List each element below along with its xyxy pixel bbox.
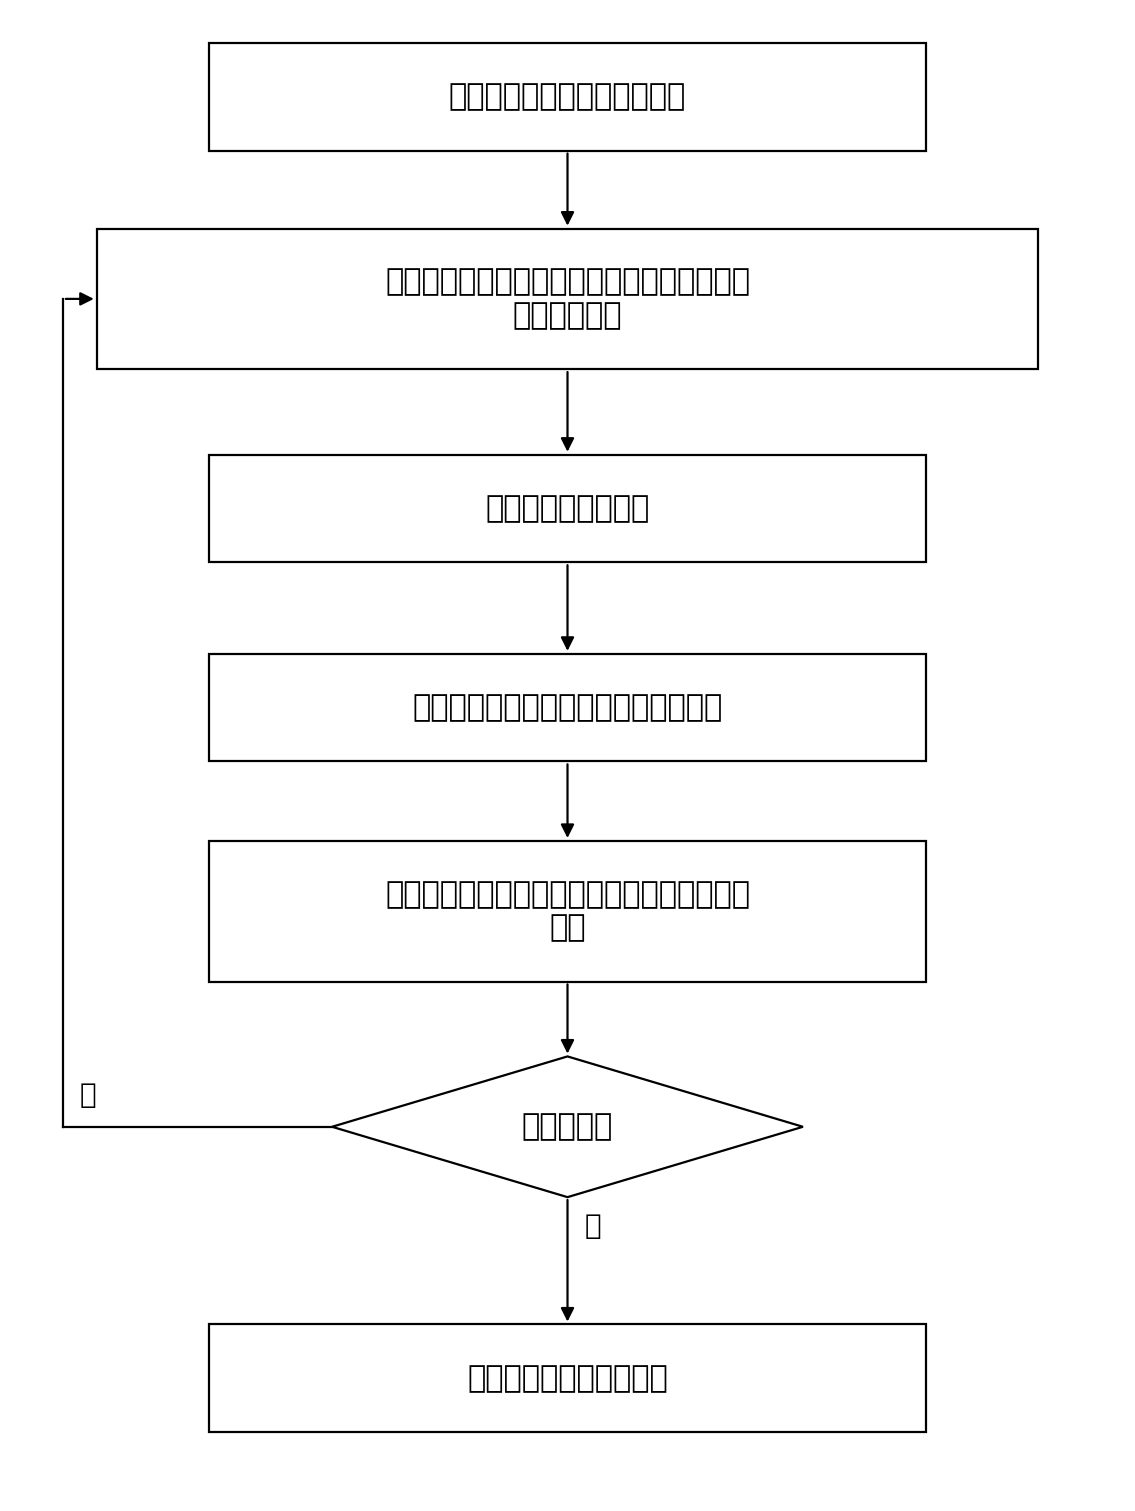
Text: 是: 是 — [585, 1212, 600, 1241]
Bar — [209, 42, 926, 151]
Bar — [209, 1325, 926, 1432]
Text: 生成对应的系统需求特性曲线: 生成对应的系统需求特性曲线 — [448, 82, 687, 112]
Text: 匹配成功？: 匹配成功？ — [522, 1112, 613, 1141]
Text: 否: 否 — [79, 1080, 96, 1109]
Polygon shape — [333, 1056, 802, 1197]
Text: 选定被试电机的参数: 选定被试电机的参数 — [486, 494, 649, 523]
Bar — [209, 455, 926, 562]
Text: 选定齿轮箱的传动参数值，生成对应的齿轮箱
需求特性曲线: 选定齿轮箱的传动参数值，生成对应的齿轮箱 需求特性曲线 — [385, 267, 750, 331]
Bar — [209, 654, 926, 762]
Text: 完成被试传动系统的选型: 完成被试传动系统的选型 — [468, 1364, 667, 1393]
Text: 将实际输出特性曲线与系统需求特性曲线进行
匹配: 将实际输出特性曲线与系统需求特性曲线进行 匹配 — [385, 879, 750, 943]
Bar — [96, 228, 1039, 369]
Bar — [209, 840, 926, 982]
Text: 生成被试传动系统的实际输出特性曲线: 生成被试传动系统的实际输出特性曲线 — [412, 694, 723, 722]
